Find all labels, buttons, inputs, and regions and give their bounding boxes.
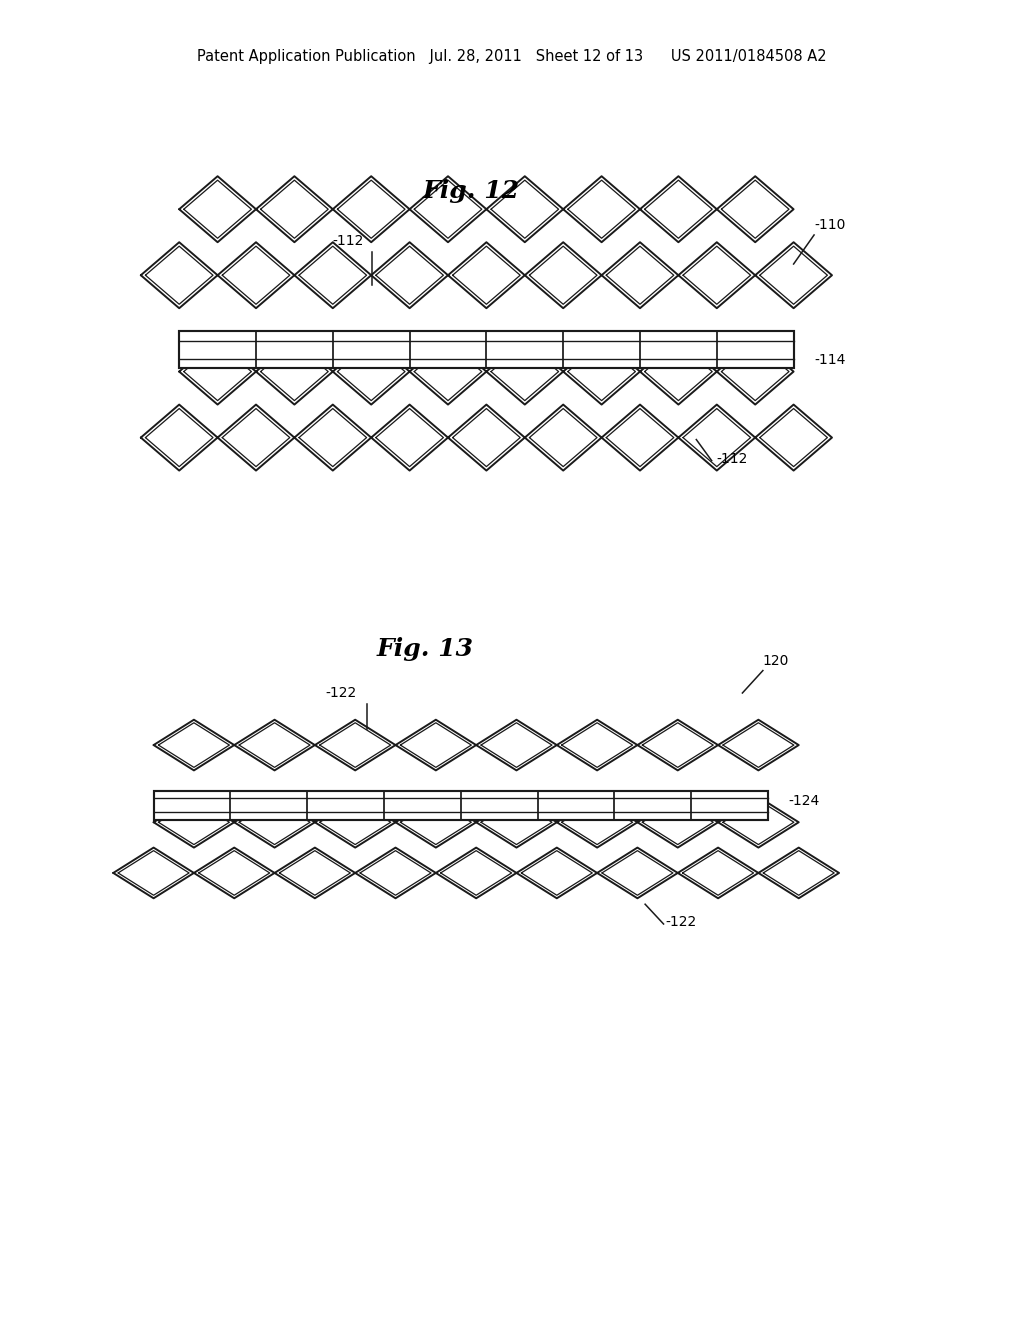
- Text: Patent Application Publication   Jul. 28, 2011   Sheet 12 of 13      US 2011/018: Patent Application Publication Jul. 28, …: [198, 49, 826, 65]
- Text: Fig. 12: Fig. 12: [423, 180, 519, 203]
- Text: -114: -114: [814, 352, 846, 367]
- Text: 120: 120: [763, 653, 790, 668]
- Text: -122: -122: [326, 685, 357, 700]
- Text: -124: -124: [788, 793, 820, 808]
- Text: Fig. 13: Fig. 13: [377, 638, 473, 661]
- Text: -112: -112: [333, 234, 365, 248]
- Bar: [179, 331, 794, 368]
- Text: -112: -112: [717, 451, 749, 466]
- Text: -122: -122: [666, 915, 697, 929]
- Text: -110: -110: [814, 218, 846, 232]
- Bar: [154, 791, 768, 820]
